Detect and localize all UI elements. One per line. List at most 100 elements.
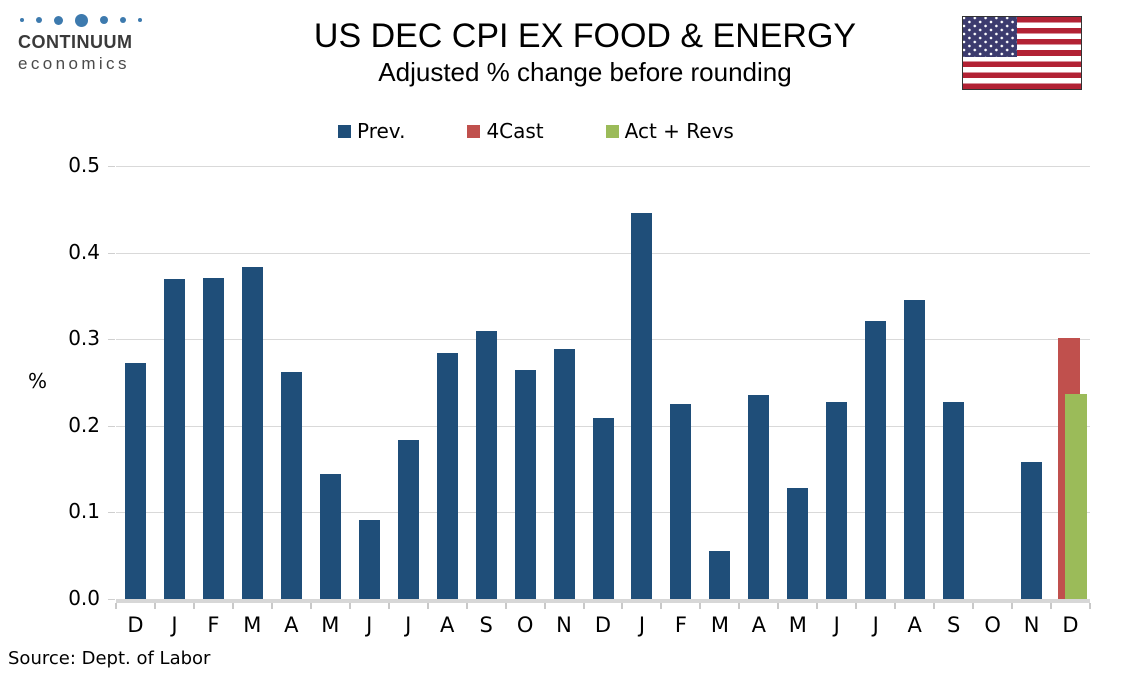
- legend-label: Act + Revs: [624, 119, 734, 143]
- x-axis-tick-label: A: [751, 613, 767, 637]
- x-axis-tick-label: D: [127, 613, 144, 637]
- x-axis-tick-label: O: [516, 613, 534, 637]
- x-axis-tick: [387, 603, 390, 609]
- bar-prev-F2: [202, 277, 224, 599]
- x-axis-tick-label: J: [833, 613, 840, 637]
- x-axis-tick: [270, 603, 273, 609]
- x-axis-tick: [777, 603, 780, 609]
- legend-item-act-revs: Act + Revs: [605, 119, 734, 143]
- chart-legend: Prev. 4Cast Act + Revs: [338, 121, 734, 141]
- bar-prev-J6: [358, 520, 380, 599]
- x-axis-tick-label: D: [1062, 613, 1079, 637]
- logo-dot-icon: [100, 16, 108, 24]
- logo-dot-icon: [20, 18, 24, 22]
- legend-swatch-icon: [338, 124, 351, 138]
- source-note: Source: Dept. of Labor: [8, 648, 211, 669]
- x-axis-tick: [192, 603, 195, 609]
- bar-prev-O10: [514, 370, 536, 599]
- bar-prev-D0: [124, 362, 146, 599]
- x-axis-tick: [426, 603, 429, 609]
- legend-item-4cast: 4Cast: [467, 119, 544, 143]
- x-axis-tick-label: N: [556, 613, 572, 637]
- bar-prev-A4: [280, 372, 302, 599]
- bar-prev-S21: [943, 402, 965, 599]
- bar-prev-J13: [631, 212, 653, 599]
- legend-swatch-icon: [605, 124, 619, 138]
- x-axis-tick: [115, 603, 117, 609]
- x-axis-tick: [582, 603, 585, 609]
- legend-swatch-icon: [467, 124, 481, 138]
- x-axis-tick-label: D: [594, 613, 612, 637]
- logo-dot-icon: [75, 13, 88, 27]
- legend-item-prev: Prev.: [338, 121, 405, 141]
- y-axis-unit-label: %: [28, 369, 48, 393]
- y-axis-tick-label: 0.3: [68, 326, 100, 351]
- bar-prev-J1: [163, 278, 185, 599]
- gridline: [116, 166, 1090, 167]
- x-axis-tick-label: F: [207, 613, 220, 637]
- x-axis-tick-label: M: [710, 613, 729, 637]
- x-axis-tick-label: M: [243, 613, 262, 637]
- x-axis-tick-label: N: [1023, 613, 1040, 637]
- y-axis-tick-label: 0.1: [68, 499, 100, 524]
- us-flag-icon: [962, 16, 1082, 90]
- x-axis-tick: [738, 603, 741, 609]
- x-axis-tick: [855, 603, 858, 609]
- y-axis-tick-label: 0.5: [68, 153, 100, 177]
- logo-dots-icon: [20, 12, 168, 28]
- chart-subtitle: Adjusted % change before rounding: [378, 57, 792, 87]
- x-axis-tick-label: J: [366, 613, 373, 637]
- x-axis-tick-label: A: [439, 613, 455, 637]
- bar-prev-J18: [826, 401, 848, 599]
- title-block: US DEC CPI EX FOOD & ENERGY Adjusted % c…: [36, 16, 1134, 88]
- bar-prev-M15: [709, 550, 731, 599]
- chart-title: US DEC CPI EX FOOD & ENERGY: [313, 17, 857, 55]
- bar-prev-M3: [241, 267, 263, 599]
- us-flag-canton: [963, 17, 1017, 57]
- bar-prev-D12: [592, 418, 614, 599]
- bar-prev-A8: [436, 353, 458, 599]
- x-axis-tick: [465, 603, 468, 609]
- bar-prev-S9: [475, 330, 497, 599]
- x-axis-tick-label: J: [872, 613, 879, 637]
- bar-prev-N23: [1021, 462, 1043, 599]
- x-axis-tick-label: J: [171, 613, 178, 637]
- x-axis-tick-label: O: [984, 613, 1001, 637]
- logo-dot-icon: [36, 17, 42, 23]
- x-axis-tick: [894, 603, 897, 609]
- x-axis-tick-label: J: [405, 613, 412, 637]
- gridline: [116, 252, 1090, 254]
- bar-prev-N11: [553, 348, 575, 599]
- gridline: [116, 339, 1090, 341]
- continuum-logo: CONTINUUM economics: [18, 12, 168, 74]
- x-axis-line: [116, 599, 1090, 603]
- bar-prev-F14: [670, 404, 692, 599]
- x-axis-tick: [972, 603, 975, 609]
- logo-dot-icon: [138, 18, 142, 22]
- x-axis-tick-label: S: [479, 613, 493, 637]
- x-axis-tick: [816, 603, 819, 609]
- y-axis-tick-label: 0.2: [68, 412, 100, 437]
- x-axis-tick: [933, 603, 936, 609]
- logo-dot-icon: [120, 17, 126, 23]
- x-axis-tick-label: S: [946, 613, 961, 637]
- legend-label: 4Cast: [486, 119, 544, 143]
- x-axis-tick: [504, 603, 507, 609]
- x-axis-tick: [621, 603, 624, 609]
- bar-prev-J7: [397, 439, 419, 599]
- x-axis-tick-label: M: [321, 613, 340, 637]
- x-axis-tick-label: M: [788, 613, 807, 637]
- legend-label: Prev.: [357, 119, 406, 143]
- y-axis-tick: [108, 512, 115, 514]
- y-axis-tick-label: 0.4: [68, 239, 100, 264]
- y-axis-tick: [108, 339, 115, 341]
- bar-prev-M17: [787, 488, 809, 599]
- bar-prev-A16: [748, 394, 770, 599]
- y-axis-tick: [108, 166, 115, 167]
- x-axis-tick-label: J: [638, 613, 646, 637]
- y-axis-tick: [108, 252, 115, 254]
- x-axis-tick: [699, 603, 702, 609]
- x-axis-tick: [231, 603, 234, 609]
